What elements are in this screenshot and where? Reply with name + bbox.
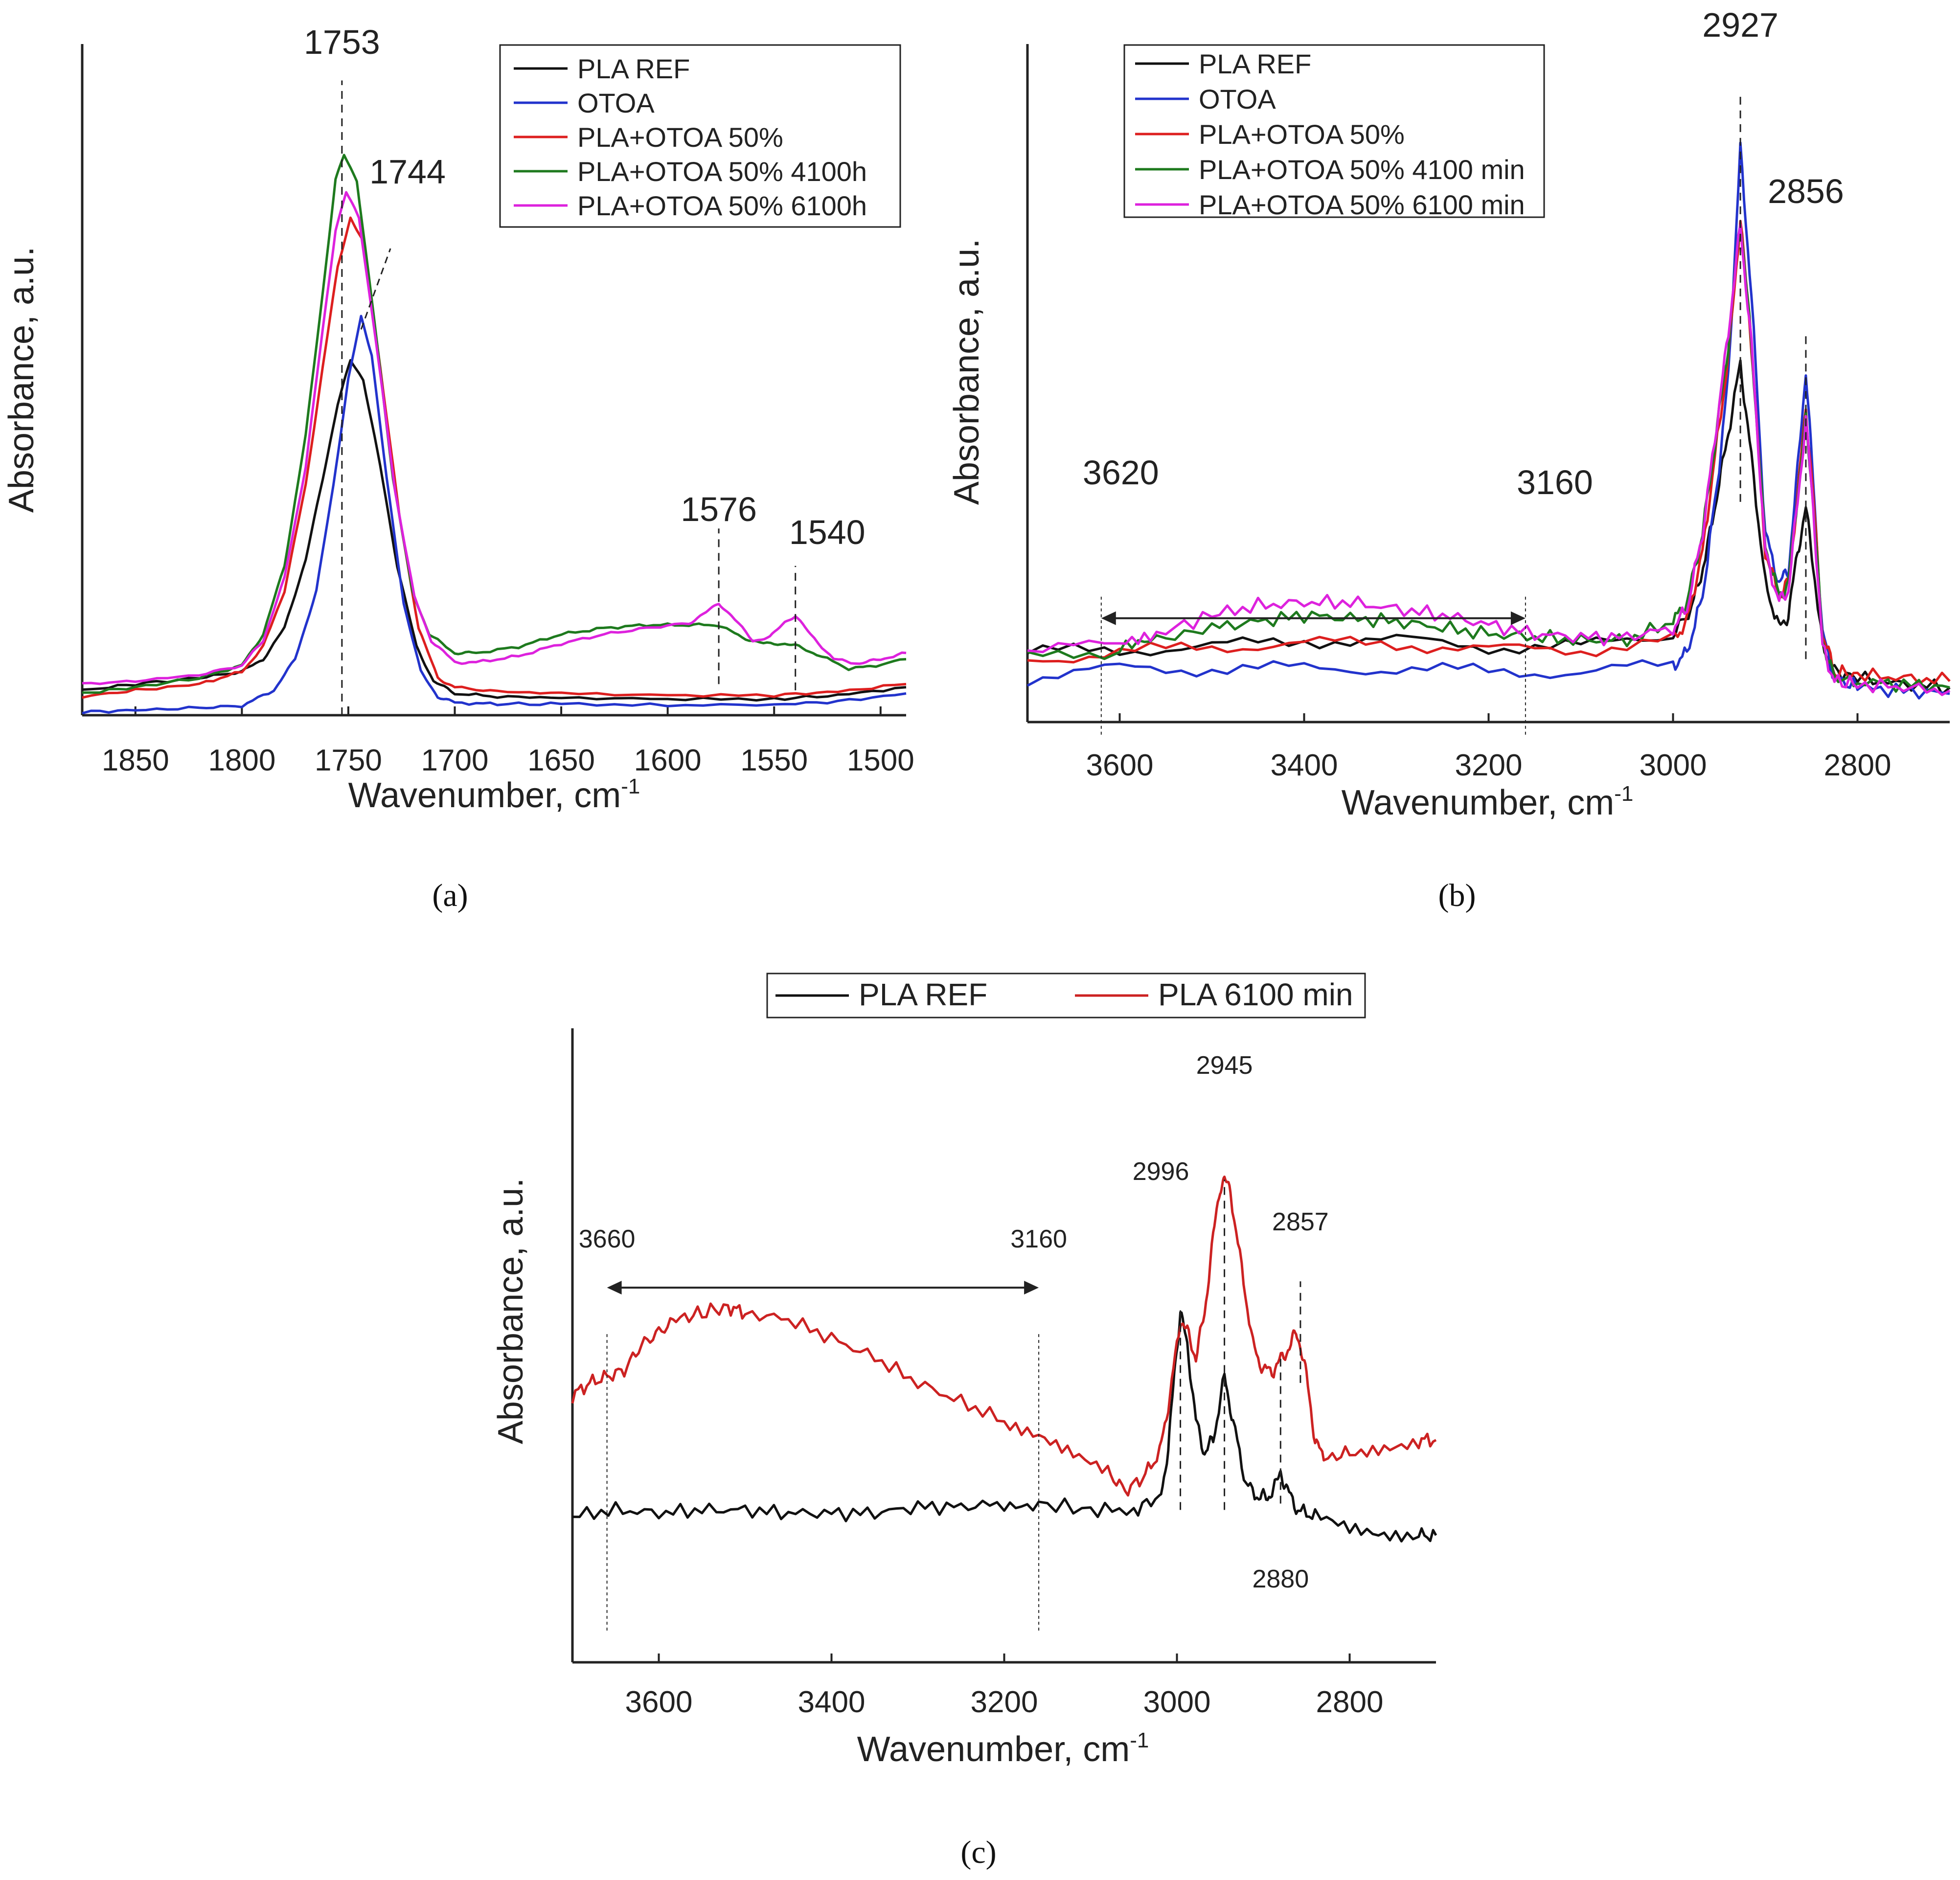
panel-b-series	[1026, 141, 1951, 700]
panel-c-x-tick-label: 3200	[971, 1685, 1038, 1719]
panel-c-label: (c)	[960, 1835, 996, 1870]
panel-c-range-arrow	[607, 1281, 1039, 1295]
panel-c-x-tick-label: 3400	[798, 1685, 866, 1719]
panel-b-series-line	[1027, 224, 1951, 696]
panel-a-y-axis-title: Absorbance, a.u.	[2, 247, 41, 513]
panel-b-legend: PLA REF OTOA PLA+OTOA 50% PLA+OTOA 50% 4100…	[1123, 44, 1545, 220]
panel-a-series-line	[82, 359, 907, 702]
panel-a-x-tick-label: 1550	[740, 744, 808, 777]
panel-a-annotation-label: 1576	[681, 490, 757, 528]
panel-b-annotations: 2927 2856 3620 3160	[1083, 6, 1844, 735]
panel-b-x-tick-label: 3200	[1455, 748, 1523, 782]
panel-b-legend-label: OTOA	[1199, 84, 1276, 114]
panel-b-y-axis-title: Absorbance, a.u.	[947, 239, 986, 505]
panel-a-series	[82, 154, 907, 715]
panel-c-y-axis-title: Absorbance, a.u.	[491, 1178, 530, 1444]
panel-a-x-ticks: 1850 1800 1750 1700 1650 1600 1550 1500	[102, 706, 914, 777]
panel-c-x-ticks: 3600 3400 3200 3000 2800	[625, 1653, 1384, 1719]
panel-a-legend-label: PLA+OTOA 50% 4100h	[577, 156, 867, 187]
panel-b-legend-label: PLA REF	[1199, 48, 1311, 79]
panel-c-legend-box	[766, 973, 1366, 1019]
panel-a-annotation-line	[360, 248, 391, 330]
panel-c-x-tick-label: 3600	[625, 1685, 693, 1719]
panel-a-label: (a)	[432, 878, 468, 913]
panel-b-annotation-label: 3160	[1517, 463, 1593, 501]
panel-a: 1850 1800 1750 1700 1650 1600 1550 1500 1753 174…	[2, 23, 914, 913]
panel-b-x-tick-label: 3400	[1271, 748, 1338, 782]
panel-a-annotations: 1753 1744 1576 1540	[304, 23, 866, 715]
panel-a-legend-label: PLA REF	[577, 53, 690, 84]
panel-a-x-tick-label: 1750	[315, 744, 382, 777]
panel-b-annotation-label: 2856	[1768, 172, 1844, 210]
panel-b-range-arrow	[1101, 611, 1526, 625]
panel-a-legend: PLA REF OTOA PLA+OTOA 50%PLA+OTOA 50% 4100…	[499, 44, 901, 228]
panel-b-annotation-label: 2927	[1702, 6, 1778, 44]
panel-a-series-line	[82, 154, 907, 694]
panel-c-legend-label: PLA 6100 min	[1158, 977, 1353, 1012]
panel-a-x-axis-title: Wavenumber, cm-1	[348, 774, 640, 815]
panel-a-series-line	[82, 315, 907, 715]
panel-a-x-tick-label: 1500	[847, 744, 914, 777]
panel-c-annotations: 2945 2996 2857 2880 3660 3160	[579, 1051, 1329, 1631]
panel-b-legend-box	[1123, 44, 1545, 218]
panel-b-x-ticks: 3600 3400 3200 3000 2800	[1086, 713, 1892, 782]
panel-b-legend-label: PLA+OTOA 50% 4100 min	[1199, 154, 1525, 185]
panel-c-series-line	[571, 1176, 1437, 1497]
panel-b-series-line	[1026, 359, 1951, 696]
panel-a-annotation-label: 1540	[789, 513, 866, 551]
panel-c-annotation-label: 2857	[1272, 1208, 1329, 1236]
panel-a-series-line	[82, 191, 907, 685]
panel-c-x-tick-label: 2800	[1316, 1685, 1384, 1719]
panel-a-legend-label: OTOA	[577, 88, 655, 118]
panel-a-legend-label: PLA+OTOA 50%	[577, 122, 783, 153]
panel-a-legend-label: PLA+OTOA 50% 6100h	[577, 190, 867, 221]
panel-c-annotation-label: 3660	[579, 1225, 636, 1253]
panel-c-annotation-label: 2945	[1196, 1051, 1253, 1080]
panel-b: 3600 3400 3200 3000 2800 2927 2856 3620 3160 Wa…	[947, 6, 1951, 913]
panel-b-series-line	[1026, 141, 1950, 700]
panel-c-series	[571, 1176, 1437, 1543]
panel-c-annotation-label: 3160	[1010, 1225, 1067, 1253]
panel-c-annotation-label: 2996	[1133, 1157, 1189, 1186]
panel-b-x-axis-title: Wavenumber, cm-1	[1342, 782, 1634, 822]
panel-b-legend-label: PLA+OTOA 50% 6100 min	[1199, 189, 1525, 220]
panel-c-annotation-label: 2880	[1252, 1565, 1309, 1593]
panel-b-legend-label: PLA+OTOA 50%	[1199, 119, 1405, 150]
panel-b-label: (b)	[1438, 878, 1476, 913]
panel-c-series-line	[572, 1311, 1437, 1543]
panel-a-x-tick-label: 1700	[421, 744, 489, 777]
panel-c-legend-label: PLA REF	[859, 977, 987, 1012]
panel-c-x-axis-title: Wavenumber, cm-1	[857, 1728, 1149, 1769]
panel-a-x-tick-label: 1650	[527, 744, 595, 777]
panel-a-annotation-label: 1744	[369, 153, 446, 191]
panel-c-legend: PLA REF PLA 6100 min	[766, 973, 1366, 1019]
panel-a-annotation-label: 1753	[304, 23, 380, 61]
panel-a-x-tick-label: 1850	[102, 744, 169, 777]
panel-b-annotation-label: 3620	[1083, 453, 1159, 492]
panel-b-x-tick-label: 3600	[1086, 748, 1154, 782]
panel-a-x-tick-label: 1600	[634, 744, 702, 777]
panel-a-x-tick-label: 1800	[208, 744, 275, 777]
panel-b-x-tick-label: 3000	[1640, 748, 1707, 782]
panel-c-x-tick-label: 3000	[1143, 1685, 1211, 1719]
panel-b-x-tick-label: 2800	[1824, 748, 1892, 782]
panel-c: 3600 3400 3200 3000 2800 2945 2996 2857 2880 366…	[491, 973, 1437, 1870]
